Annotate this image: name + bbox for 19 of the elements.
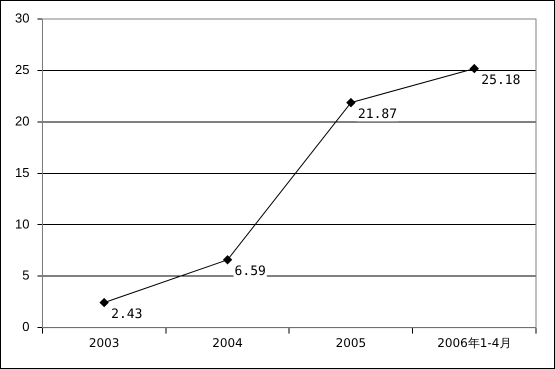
- data-label: 25.18: [481, 72, 520, 88]
- x-tick-label: 2004: [212, 336, 243, 350]
- point: [470, 64, 479, 74]
- data-label: 21.87: [358, 107, 398, 122]
- x-tick-label: 2003: [88, 336, 120, 350]
- y-tick-label: 0: [22, 319, 30, 334]
- point: [100, 298, 109, 308]
- point: [346, 98, 356, 108]
- point: [223, 255, 232, 264]
- y-tick-label: 5: [22, 268, 30, 283]
- y-tick-label: 15: [14, 164, 30, 180]
- y-tick-label: 30: [14, 10, 30, 26]
- data-label: 2.43: [111, 306, 142, 322]
- y-tick-label: 20: [14, 113, 30, 128]
- x-tick-label: 2005: [336, 336, 366, 350]
- data-label: 6.59: [234, 264, 266, 280]
- x-tick-label: 2006年1-4月: [437, 336, 512, 350]
- y-tick-label: 25: [14, 62, 30, 78]
- y-tick-label: 10: [14, 216, 30, 232]
